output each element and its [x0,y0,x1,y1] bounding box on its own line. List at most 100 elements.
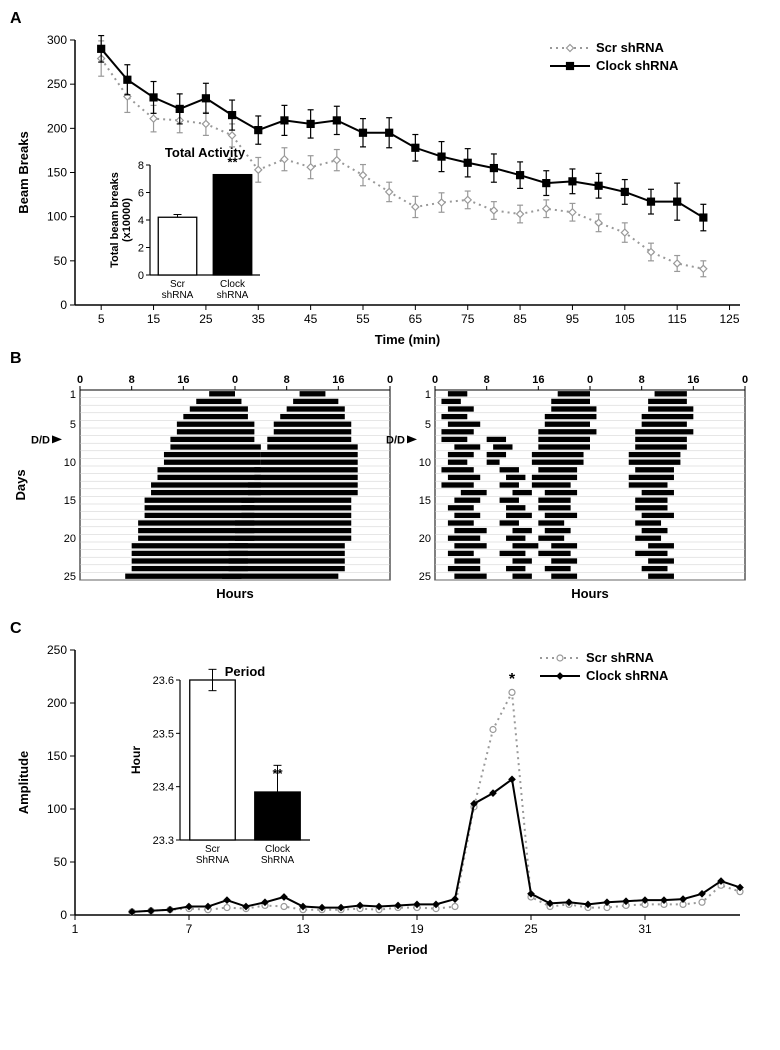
svg-text:Days: Days [13,469,28,500]
svg-text:D/D: D/D [31,434,50,446]
svg-text:16: 16 [332,374,344,386]
panel-b: B 0816081601510152025D/DHours08160816015… [10,350,770,620]
svg-text:250: 250 [47,77,67,91]
svg-text:shRNA: shRNA [162,290,194,301]
svg-text:Clock shRNA: Clock shRNA [586,668,669,683]
svg-text:20: 20 [64,533,76,545]
panel-c-chart: 0 50 100 150 200 250 1 7 13 19 25 31 Period Amplitude… [10,640,750,960]
svg-text:55: 55 [356,312,370,326]
svg-text:8: 8 [284,374,290,386]
svg-text:6: 6 [138,188,144,200]
svg-text:10: 10 [64,457,76,469]
svg-text:115: 115 [668,312,687,326]
svg-text:Clock shRNA: Clock shRNA [596,58,679,73]
svg-text:Beam Breaks: Beam Breaks [16,131,31,213]
svg-text:Period: Period [225,664,266,679]
svg-text:Hour: Hour [129,746,143,774]
panel-a-chart: 0501001502002503005152535455565758595105… [10,30,750,350]
svg-text:(x10000): (x10000) [121,198,133,242]
panel-a: A 05010015020025030051525354555657585951… [10,10,770,350]
svg-text:ShRNA: ShRNA [261,855,295,866]
svg-text:15: 15 [147,312,161,326]
svg-text:23.5: 23.5 [153,728,174,740]
svg-text:16: 16 [532,374,544,386]
svg-text:Hours: Hours [216,586,254,601]
svg-text:35: 35 [252,312,266,326]
svg-text:Scr: Scr [205,844,221,855]
svg-text:0: 0 [587,374,593,386]
svg-text:0: 0 [232,374,238,386]
svg-text:1: 1 [425,389,431,401]
svg-text:Time (min): Time (min) [375,332,441,347]
svg-text:25: 25 [524,922,538,936]
svg-text:0: 0 [60,298,67,312]
svg-text:23.4: 23.4 [153,782,174,794]
svg-text:8: 8 [484,374,490,386]
svg-text:Period: Period [387,942,428,957]
svg-text:Hours: Hours [571,586,609,601]
svg-text:Scr shRNA: Scr shRNA [586,650,655,665]
svg-text:Scr shRNA: Scr shRNA [596,40,665,55]
svg-text:15: 15 [64,495,76,507]
svg-text:105: 105 [615,312,635,326]
svg-text:Amplitude: Amplitude [16,751,31,815]
svg-text:45: 45 [304,312,318,326]
svg-text:0: 0 [432,374,438,386]
svg-text:200: 200 [47,121,67,135]
svg-text:75: 75 [461,312,475,326]
svg-text:31: 31 [638,922,652,936]
svg-text:200: 200 [47,696,67,710]
svg-text:16: 16 [177,374,189,386]
svg-text:1: 1 [72,922,79,936]
svg-text:ShRNA: ShRNA [196,855,230,866]
svg-text:150: 150 [47,166,67,180]
svg-text:*: * [509,671,516,688]
svg-text:**: ** [227,155,238,170]
svg-text:50: 50 [54,855,68,869]
svg-text:13: 13 [296,922,310,936]
svg-text:25: 25 [199,312,213,326]
panel-a-label: A [10,10,770,28]
svg-text:23.6: 23.6 [153,675,174,687]
svg-text:0: 0 [60,908,67,922]
panel-c-label: C [10,620,770,638]
svg-text:0: 0 [742,374,748,386]
svg-text:125: 125 [720,312,740,326]
svg-text:100: 100 [47,802,67,816]
svg-text:Total beam breaks: Total beam breaks [109,172,121,268]
svg-text:15: 15 [419,495,431,507]
svg-text:25: 25 [419,571,431,583]
svg-text:20: 20 [419,533,431,545]
svg-text:65: 65 [409,312,423,326]
svg-text:10: 10 [419,457,431,469]
svg-text:16: 16 [687,374,699,386]
svg-text:0: 0 [77,374,83,386]
svg-text:100: 100 [47,210,67,224]
svg-text:25: 25 [64,571,76,583]
svg-text:Clock: Clock [265,844,291,855]
svg-text:shRNA: shRNA [217,290,249,301]
svg-text:0: 0 [387,374,393,386]
svg-text:250: 250 [47,643,67,657]
svg-text:8: 8 [639,374,645,386]
svg-text:2: 2 [138,243,144,255]
svg-text:85: 85 [513,312,527,326]
panel-c: C 0 50 100 150 200 250 1 7 13 19 25 31 Period Amplitu… [10,620,770,960]
svg-text:150: 150 [47,749,67,763]
svg-text:23.3: 23.3 [153,835,174,847]
svg-text:D/D: D/D [386,434,405,446]
svg-text:4: 4 [138,215,144,227]
svg-text:Clock: Clock [220,279,246,290]
panel-b-actogram: 0816081601510152025D/DHours0816081601510… [10,370,750,620]
svg-text:1: 1 [70,389,76,401]
svg-text:8: 8 [138,160,144,172]
svg-text:5: 5 [70,419,76,431]
svg-text:50: 50 [54,254,68,268]
svg-text:7: 7 [186,922,193,936]
svg-text:8: 8 [129,374,135,386]
svg-text:Scr: Scr [170,279,186,290]
svg-text:**: ** [272,766,283,781]
svg-text:5: 5 [98,312,105,326]
svg-text:19: 19 [410,922,424,936]
svg-text:0: 0 [138,270,144,282]
